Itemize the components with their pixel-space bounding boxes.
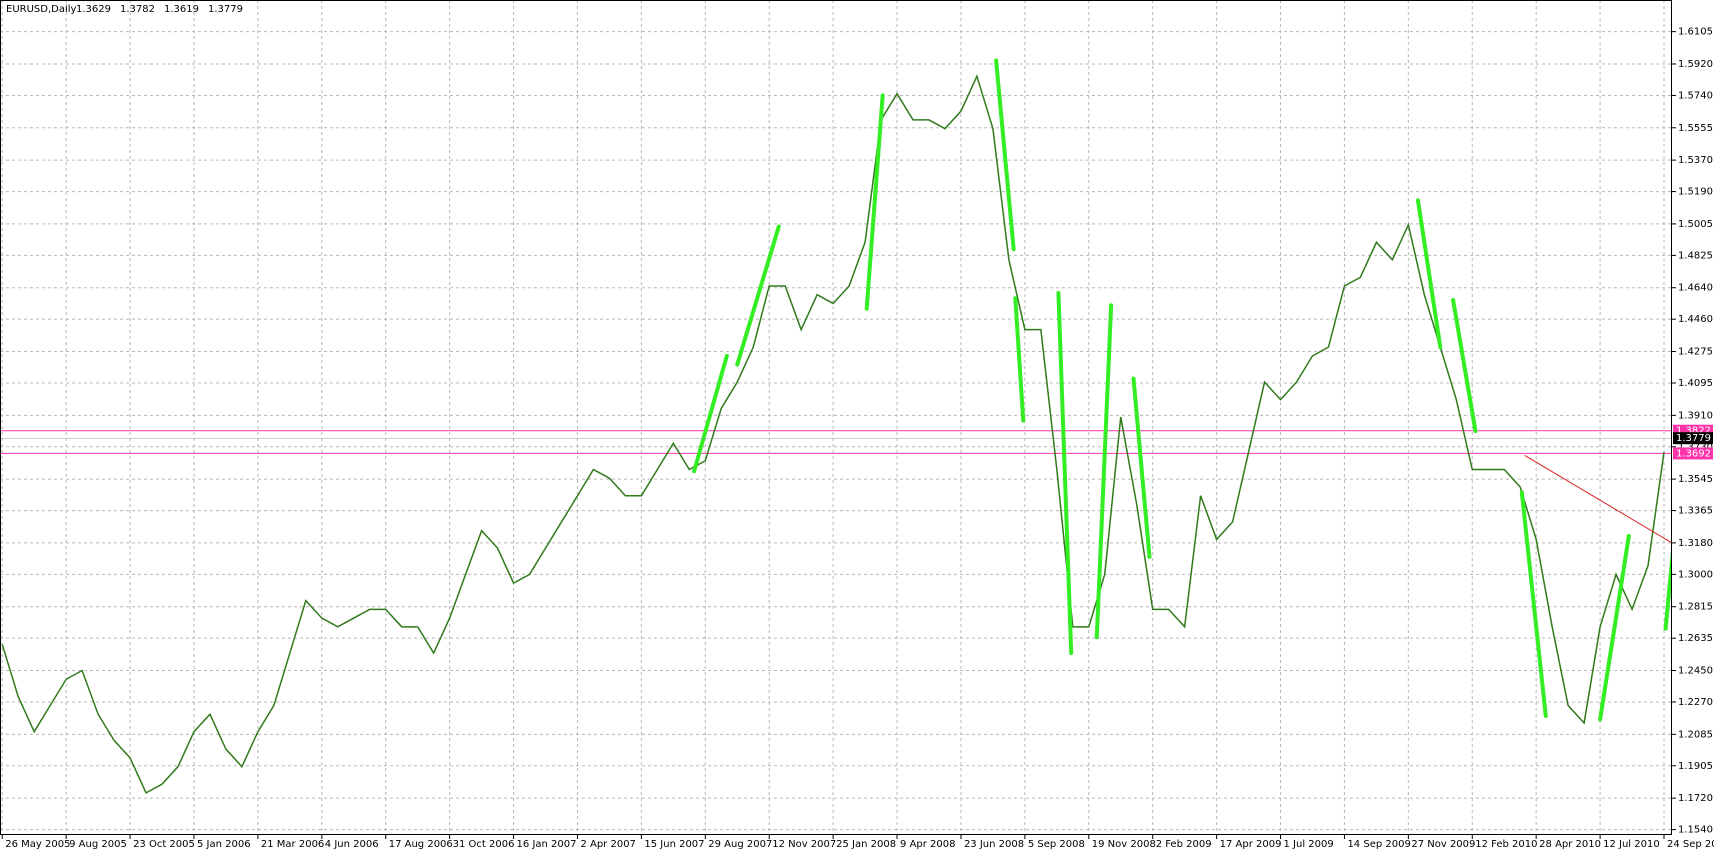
x-tick-label: 28 Apr 2010: [1539, 839, 1601, 850]
x-tick-label: 23 Oct 2005: [133, 839, 195, 850]
x-tick-label: 5 Jan 2006: [197, 839, 251, 850]
x-tick-label: 17 Aug 2006: [389, 839, 453, 850]
y-tick-label: 1.2085: [1678, 729, 1713, 740]
x-tick-label: 1 Jul 2009: [1284, 839, 1334, 850]
y-tick-label: 1.4825: [1678, 250, 1713, 261]
y-tick-label: 1.3730: [1678, 442, 1713, 453]
low-value: 1.3619: [164, 4, 199, 15]
y-tick-label: 1.5370: [1678, 155, 1713, 166]
current-price-box: [1673, 432, 1713, 445]
y-tick-label: 1.5555: [1678, 123, 1713, 134]
trend-stroke: [1013, 296, 1026, 423]
x-tick-label: 25 Jan 2008: [836, 839, 896, 850]
trend-line: [1524, 455, 1672, 544]
y-tick-label: 1.3180: [1678, 538, 1713, 549]
y-tick-label: 1.1540: [1678, 825, 1713, 836]
y-tick-label: 1.5740: [1678, 90, 1713, 101]
trend-stroke: [994, 58, 1016, 252]
trend-stroke: [864, 93, 885, 311]
trend-stroke: [735, 224, 781, 367]
y-tick-label: 1.3365: [1678, 506, 1713, 517]
plot-area: [0, 0, 1672, 835]
x-tick-label: 29 Aug 2007: [708, 839, 772, 850]
level-label: 1.3692: [1676, 448, 1711, 459]
y-tick-label: 1.2450: [1678, 666, 1713, 677]
y-tick-label: 1.4460: [1678, 314, 1713, 325]
y-tick-label: 1.1720: [1678, 793, 1713, 804]
y-tick-label: 1.2635: [1678, 633, 1713, 644]
x-tick-label: 2 Apr 2007: [580, 839, 635, 850]
trend-stroke: [692, 353, 729, 474]
x-tick-label: 24 Sep 2010: [1667, 839, 1714, 850]
x-tick-label: 9 Apr 2008: [900, 839, 955, 850]
y-tick-label: 1.4095: [1678, 378, 1713, 389]
trend-stroke: [1056, 290, 1074, 656]
level-label: 1.3822: [1676, 426, 1711, 437]
x-tick-label: 16 Jan 2007: [517, 839, 577, 850]
y-tick-label: 1.5005: [1678, 219, 1713, 230]
y-tick-label: 1.4640: [1678, 283, 1713, 294]
y-tick-label: 1.1905: [1678, 761, 1713, 772]
x-tick-label: 23 Jun 2008: [964, 839, 1024, 850]
y-tick-label: 1.6105: [1678, 27, 1713, 38]
x-tick-label: 21 Mar 2006: [261, 839, 324, 850]
y-tick-label: 1.2270: [1678, 697, 1713, 708]
x-tick-label: 17 Apr 2009: [1220, 839, 1282, 850]
price-line: [1, 74, 1665, 794]
y-tick-label: 1.5920: [1678, 59, 1713, 70]
trend-stroke: [1131, 376, 1152, 559]
chart-title: EURUSD,Daily: [6, 4, 77, 15]
trend-stroke: [1094, 303, 1114, 640]
trend-stroke: [1451, 297, 1478, 434]
trend-stroke: [1519, 490, 1548, 718]
x-tick-label: 19 Nov 2008: [1092, 839, 1156, 850]
x-tick-label: 12 Nov 2007: [772, 839, 836, 850]
high-value: 1.3782: [120, 4, 155, 15]
x-tick-label: 12 Feb 2010: [1475, 839, 1537, 850]
x-tick-label: 2 Feb 2009: [1156, 839, 1212, 850]
x-tick-label: 9 Aug 2005: [69, 839, 127, 850]
y-tick-label: 1.3545: [1678, 474, 1713, 485]
x-tick-label: 15 Jun 2007: [644, 839, 704, 850]
y-tick-label: 1.3910: [1678, 410, 1713, 421]
trend-stroke: [1598, 533, 1631, 722]
x-tick-label: 4 Jun 2006: [325, 839, 379, 850]
open-value: 1.3629: [76, 4, 111, 15]
trend-stroke: [1415, 198, 1443, 350]
x-tick-label: 26 May 2005: [5, 839, 70, 850]
x-tick-label: 14 Sep 2009: [1347, 839, 1410, 850]
plot-frame: [0, 0, 1672, 835]
y-tick-label: 1.2815: [1678, 602, 1713, 613]
current-price-label: 1.3779: [1676, 433, 1711, 444]
x-tick-label: 31 Oct 2006: [453, 839, 515, 850]
y-tick-label: 1.5190: [1678, 187, 1713, 198]
x-tick-label: 12 Jul 2010: [1603, 839, 1660, 850]
y-tick-label: 1.4275: [1678, 347, 1713, 358]
x-tick-label: 27 Nov 2009: [1411, 839, 1475, 850]
trend-stroke: [1663, 539, 1672, 631]
close-value: 1.3779: [208, 4, 243, 15]
level-box: [1673, 447, 1713, 460]
x-tick-label: 5 Sep 2008: [1028, 839, 1085, 850]
y-tick-label: 1.3000: [1678, 569, 1713, 580]
